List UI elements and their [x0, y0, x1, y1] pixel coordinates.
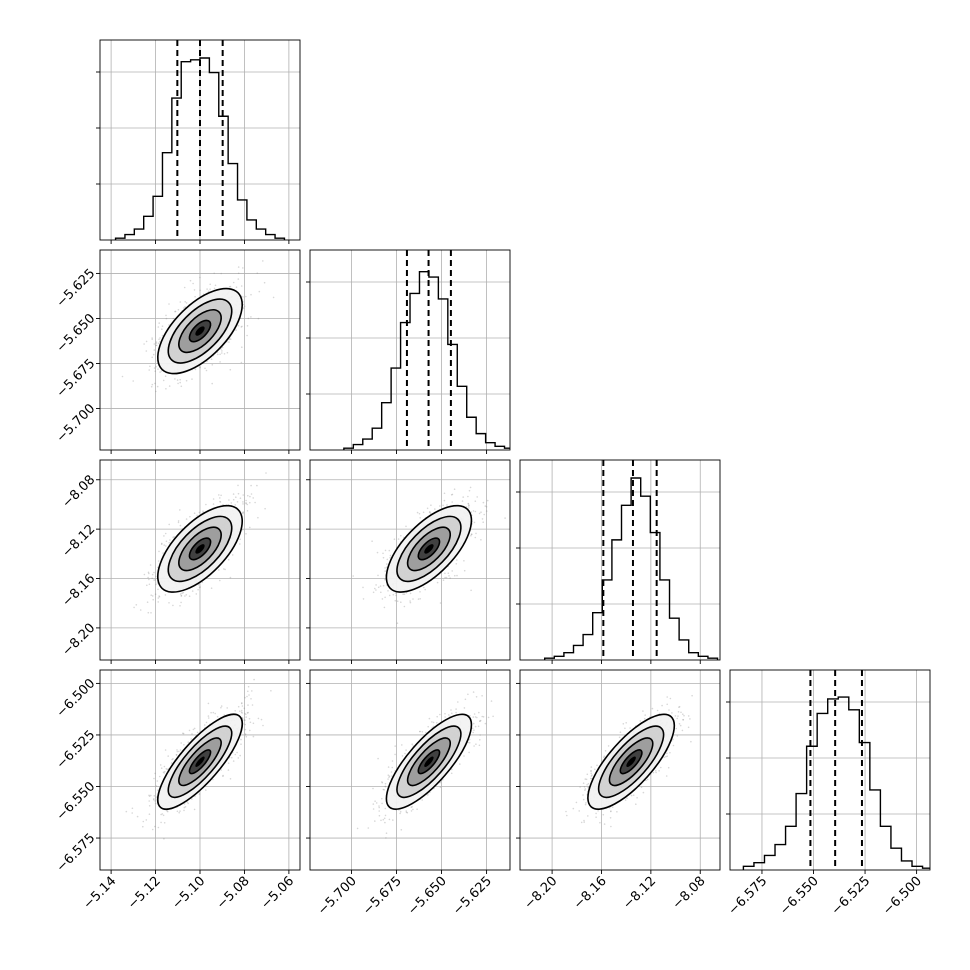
plot-data: [114, 40, 930, 870]
density-peak: [626, 756, 636, 767]
panel-frames: [99, 39, 931, 871]
density-contour: [385, 713, 473, 810]
panel-p32: [565, 685, 720, 828]
x-tick-label: −5.12: [125, 874, 164, 913]
density-contour: [396, 725, 462, 799]
y-tick-label: −6.550: [54, 779, 99, 824]
density-contour: [406, 526, 451, 572]
density-contour: [417, 537, 441, 561]
y-tick-label: −6.525: [54, 728, 99, 773]
density-contour: [188, 749, 212, 775]
density-contour: [156, 287, 244, 375]
y-tick-label: −5.700: [54, 401, 99, 446]
x-tick-label: −5.06: [258, 874, 297, 913]
density-contour: [188, 537, 212, 561]
panel-frame: [309, 459, 511, 661]
x-tick-label: −6.550: [777, 874, 822, 919]
x-tick-label: −6.500: [880, 874, 925, 919]
density-peak: [424, 756, 434, 767]
density-contour: [619, 749, 643, 775]
density-contour: [417, 749, 441, 775]
x-tick-label: −5.675: [360, 874, 405, 919]
panel-frame: [309, 669, 511, 871]
y-tick-label: −5.650: [54, 311, 99, 356]
density-peak: [424, 544, 434, 554]
y-tick-label: −5.625: [54, 266, 99, 311]
histogram-3: [742, 696, 930, 870]
density-contour: [385, 504, 473, 593]
panel-p11: [343, 250, 510, 450]
x-tick-label: −5.10: [170, 874, 209, 913]
density-contour: [156, 713, 244, 810]
panel-p31: [356, 691, 494, 839]
panel-p21: [352, 486, 506, 624]
density-peak: [195, 756, 205, 767]
density-peak: [195, 544, 205, 554]
panel-frame: [729, 669, 931, 871]
x-tick-label: −5.650: [405, 874, 450, 919]
panel-frame: [519, 669, 721, 871]
x-tick-label: −5.08: [214, 874, 253, 913]
density-contour: [597, 725, 665, 799]
density-contour: [396, 515, 462, 583]
density-contour: [178, 737, 222, 787]
x-tick-label: −5.625: [450, 874, 495, 919]
density-contour: [178, 526, 222, 572]
x-tick-label: −8.12: [620, 874, 659, 913]
y-tick-label: −6.500: [54, 676, 99, 721]
histogram-2: [543, 477, 719, 660]
y-tick-label: −5.675: [54, 356, 99, 401]
y-tick-label: −8.08: [60, 472, 99, 511]
x-tick-label: −6.525: [829, 874, 874, 919]
panel-p33: [742, 670, 930, 870]
x-tick-label: −5.700: [315, 874, 360, 919]
panel-p30: [125, 678, 272, 840]
panel-p22: [543, 460, 719, 660]
density-peak: [195, 326, 205, 336]
density-contour: [587, 713, 676, 810]
y-tick-label: −8.16: [60, 571, 99, 610]
density-contour: [406, 737, 451, 787]
x-tick-label: −8.20: [522, 874, 561, 913]
density-contour: [188, 319, 212, 343]
x-tick-label: −8.08: [670, 874, 709, 913]
y-tick-label: −8.20: [60, 621, 99, 660]
density-contour: [167, 515, 233, 583]
panel-p10: [121, 260, 275, 393]
y-tick-label: −6.575: [54, 831, 99, 876]
histogram-0: [114, 57, 286, 240]
density-contour: [178, 309, 222, 354]
x-tick-label: −8.16: [571, 874, 610, 913]
density-contour: [167, 725, 233, 799]
panel-p00: [114, 40, 286, 240]
density-contour: [608, 737, 654, 787]
x-tick-label: −5.14: [81, 874, 120, 913]
panel-frame: [309, 249, 511, 451]
panel-p20: [133, 472, 267, 614]
density-contour: [156, 504, 244, 593]
gridlines: [100, 40, 930, 870]
x-tick-label: −6.575: [726, 874, 771, 919]
density-contour: [167, 298, 233, 364]
panel-frame: [519, 459, 721, 661]
y-tick-label: −8.12: [60, 522, 99, 561]
